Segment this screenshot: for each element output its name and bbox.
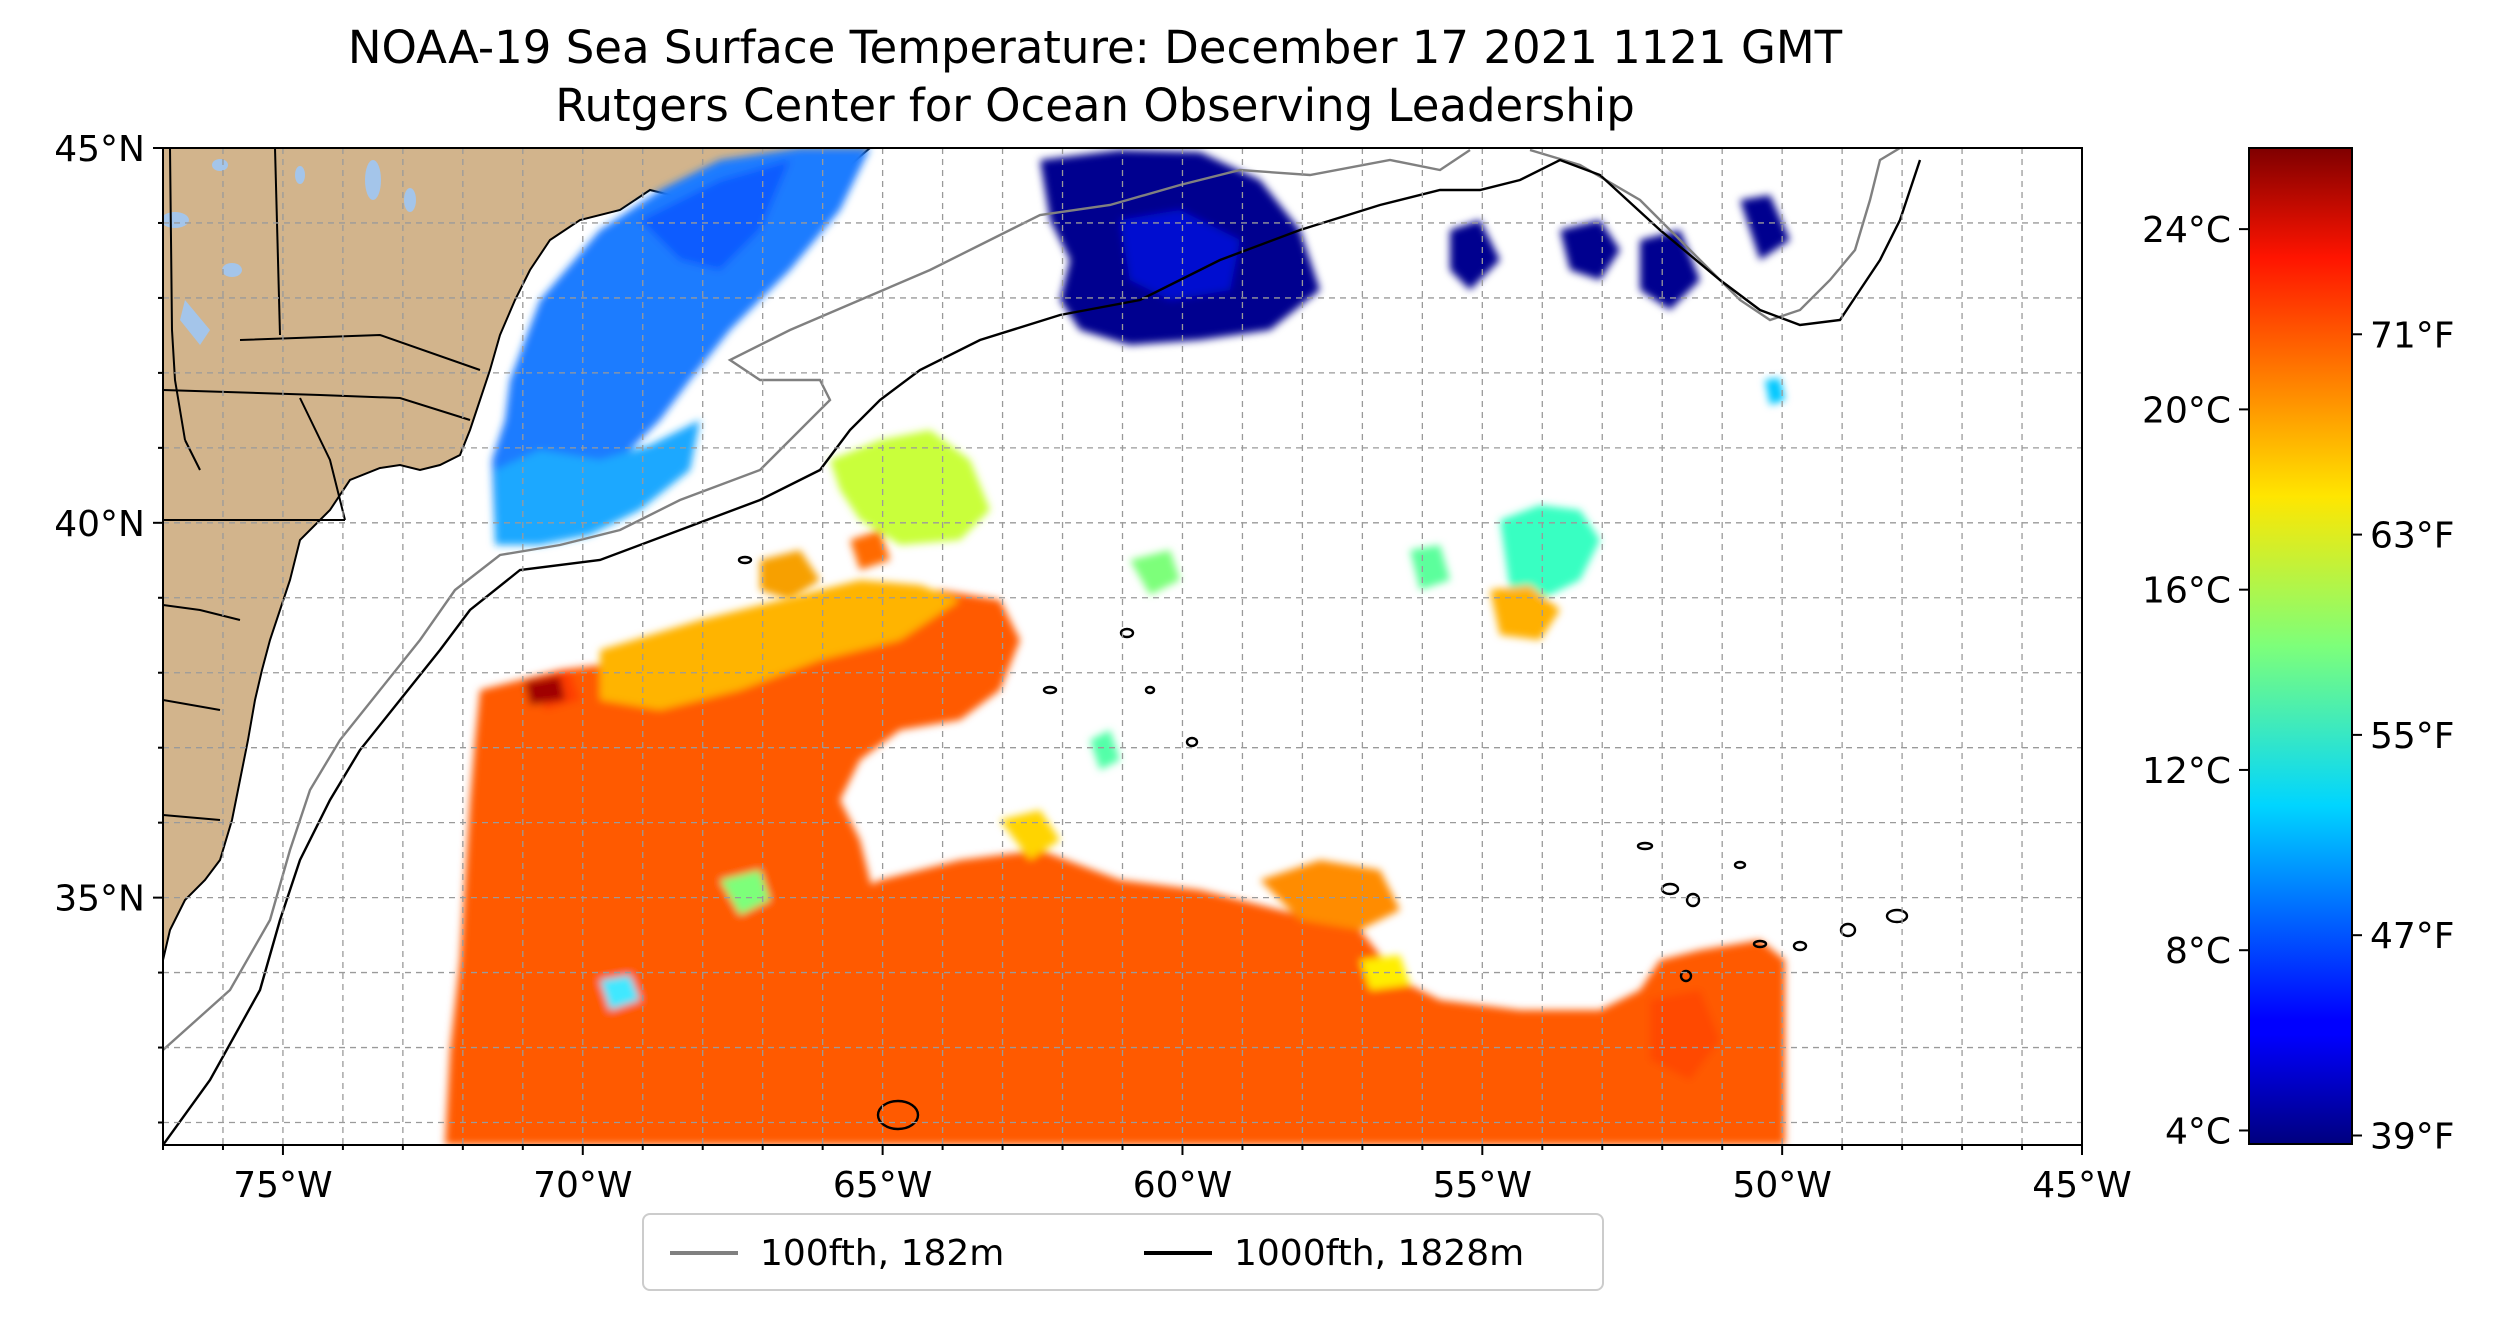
y-tick-label: 40°N — [54, 504, 145, 545]
x-axis-ticks: 75°W 70°W 65°W 60°W 55°W 50°W 45°W — [162, 1145, 2132, 1206]
x-tick-label: 55°W — [1433, 1165, 1532, 1206]
x-tick-label: 65°W — [833, 1165, 932, 1206]
map-subtitle: Rutgers Center for Ocean Observing Leade… — [555, 79, 1635, 132]
colorbar-c-label: 16°C — [2142, 571, 2231, 612]
colorbar-f-label: 47°F — [2370, 916, 2455, 957]
colorbar-f-label: 71°F — [2370, 315, 2455, 356]
lakes — [163, 159, 416, 345]
colorbar-c-label: 8°C — [2165, 931, 2231, 972]
contour-1000fth — [163, 158, 1922, 1145]
legend-label-1000fth: 1000fth, 1828m — [1234, 1232, 1525, 1274]
colorbar-c-label: 20°C — [2142, 390, 2231, 431]
legend-item-100fth: 100fth, 182m — [670, 1231, 1004, 1275]
x-tick-label: 45°W — [2032, 1165, 2131, 1206]
x-tick-label: 60°W — [1133, 1165, 1232, 1206]
colorbar-f-label: 39°F — [2370, 1116, 2455, 1157]
colorbar-c-label: 12°C — [2142, 751, 2231, 792]
colorbar-f-label: 63°F — [2370, 516, 2455, 557]
y-axis-ticks: 45°N 40°N 35°N — [54, 129, 163, 1124]
colorbar-c-label: 24°C — [2142, 210, 2231, 251]
legend: 100fth, 182m 1000fth, 1828m — [642, 1213, 1604, 1291]
legend-item-1000fth: 1000fth, 1828m — [1144, 1231, 1524, 1275]
x-tick-label: 50°W — [1732, 1165, 1831, 1206]
contour-100fth — [163, 148, 1901, 1051]
gridlines — [163, 148, 2082, 1145]
legend-label-100fth: 100fth, 182m — [760, 1232, 1005, 1274]
legend-swatch-black — [1144, 1251, 1212, 1255]
x-tick-label: 70°W — [533, 1165, 632, 1206]
sst-mid-patches — [760, 430, 1600, 770]
colorbar-c-label: 4°C — [2165, 1111, 2231, 1152]
x-tick-label: 75°W — [233, 1165, 332, 1206]
y-tick-label: 35°N — [54, 879, 145, 920]
colorbar-fahrenheit-ticks: 71°F 63°F 55°F 47°F 39°F — [2352, 315, 2455, 1157]
sst-cold-north — [492, 148, 1790, 545]
colorbar-celsius-ticks: 24°C 20°C 16°C 12°C 8°C 4°C — [2142, 210, 2249, 1152]
state-borders — [163, 148, 481, 821]
colorbar-f-label: 55°F — [2370, 716, 2455, 757]
map-title: NOAA-19 Sea Surface Temperature: Decembe… — [347, 21, 1843, 74]
colorbar — [2248, 147, 2353, 1145]
y-tick-label: 45°N — [54, 129, 145, 170]
legend-swatch-grey — [670, 1251, 738, 1255]
